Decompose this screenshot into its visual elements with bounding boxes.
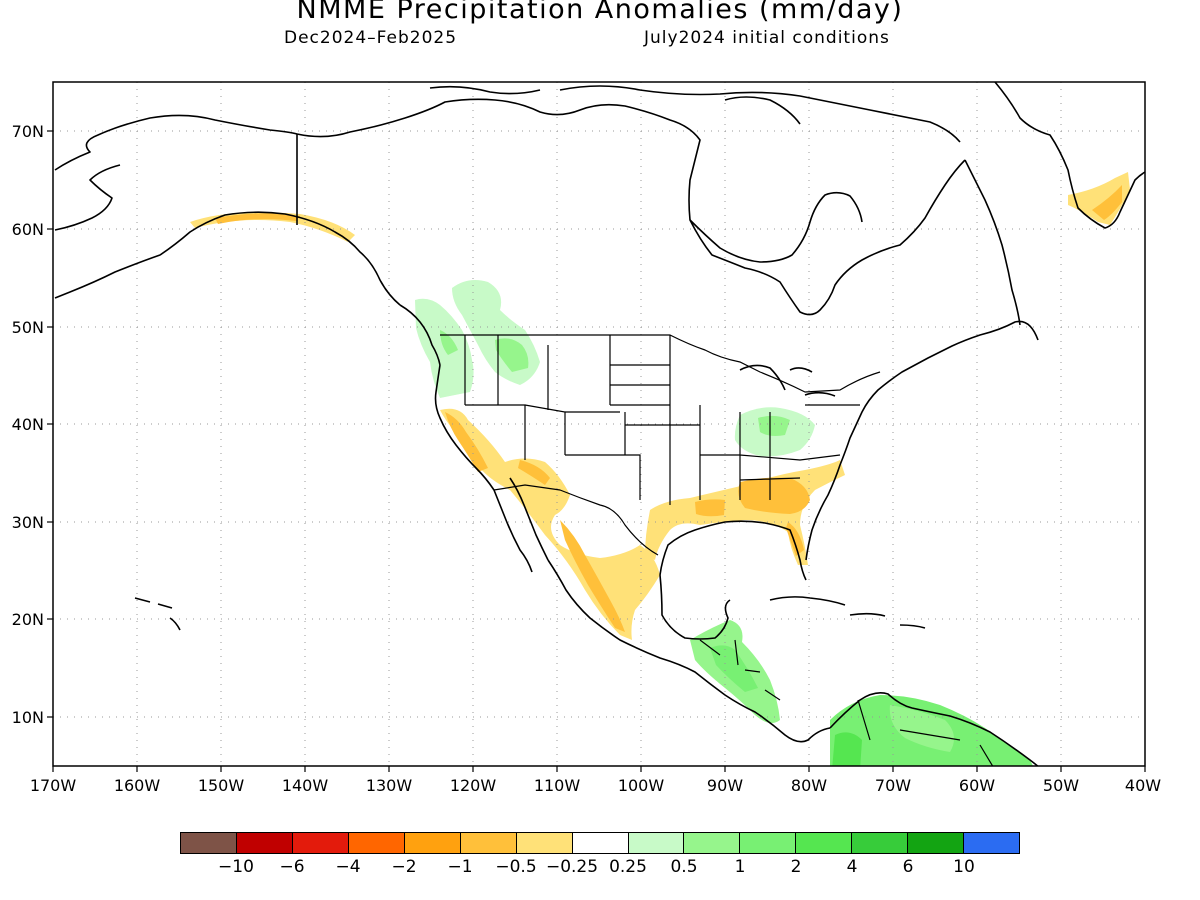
colorbar-label: −0.5: [495, 857, 537, 877]
latitude-labels: 70N 60N 50N 40N 30N 20N 10N: [12, 122, 44, 727]
ohio-valley-wet-core: [758, 415, 790, 436]
coastlines: [54, 82, 1145, 766]
colorbar-cell: [460, 833, 517, 853]
lon-label: 160W: [114, 776, 161, 795]
colorbar-cell: [852, 833, 909, 853]
colorbar-cell: [796, 833, 853, 853]
lon-label: 90W: [707, 776, 743, 795]
canada-pacific-coast: [399, 304, 441, 366]
lat-label: 60N: [12, 220, 44, 239]
colorbar-cell: [908, 833, 965, 853]
lon-label: 170W: [30, 776, 77, 795]
colorbar-cell: [292, 833, 349, 853]
greenland-dry: [1068, 172, 1130, 225]
colorbar-cell: [181, 833, 237, 853]
mexico-pacific-coast: [547, 559, 831, 743]
south-america-coast: [829, 692, 1039, 766]
hawaii: [134, 597, 181, 631]
lat-label: 10N: [12, 708, 44, 727]
colorbar-cell: [628, 833, 685, 853]
colorbar-cell: [236, 833, 293, 853]
southeast-dry-core: [738, 477, 810, 514]
lat-label: 30N: [12, 513, 44, 532]
colorbar-label: −1: [447, 857, 473, 877]
lon-label: 150W: [198, 776, 245, 795]
greenland-coast: [994, 82, 1145, 229]
louisiana-dry-core: [695, 499, 725, 517]
colorbar-cell: [684, 833, 741, 853]
colorbar-label: −6: [279, 857, 305, 877]
political-boundaries: [440, 334, 994, 766]
colorbar-label: −0.25: [545, 857, 599, 877]
lon-label: 120W: [450, 776, 497, 795]
colorbar-cell: [516, 833, 573, 853]
baja-california: [493, 477, 549, 573]
lon-label: 70W: [875, 776, 911, 795]
colorbar-cell: [348, 833, 405, 853]
lon-label: 50W: [1043, 776, 1079, 795]
colorbar-label: 1: [734, 857, 746, 877]
central-america-wet-core: [710, 645, 758, 692]
northern-rockies-wet: [495, 338, 529, 372]
longitude-labels: 170W 160W 150W 140W 130W 120W 110W 100W …: [30, 776, 1161, 795]
caribbean-islands: [769, 596, 926, 629]
mexico-pacific-dry: [445, 412, 488, 472]
lon-label: 80W: [791, 776, 827, 795]
colorbar-label: 2: [790, 857, 802, 877]
graticule: [53, 82, 1145, 766]
colorbar-label: −10: [218, 857, 254, 877]
colorbar-label: 6: [902, 857, 914, 877]
colorbar-label: 10: [953, 857, 975, 877]
us-west-coast: [434, 364, 495, 491]
lon-label: 140W: [282, 776, 329, 795]
lon-label: 110W: [534, 776, 581, 795]
lon-label: 40W: [1125, 776, 1161, 795]
lat-label: 40N: [12, 415, 44, 434]
us-canada-border: [440, 334, 881, 393]
hudson-bay: [689, 191, 863, 263]
lon-label: 130W: [366, 776, 413, 795]
init-conditions-label: July2024 initial conditions: [644, 28, 890, 48]
california-southwest-dry: [440, 408, 660, 640]
gulf-of-mexico-coast: [659, 520, 807, 640]
arizona-dry: [518, 460, 550, 485]
us-mexico-border: [493, 484, 659, 556]
alaska-coast-dry: [215, 213, 300, 224]
colorbar-cell: [964, 833, 1020, 853]
lat-label: 70N: [12, 122, 44, 141]
colorbar-cell: [572, 833, 629, 853]
labrador-coast: [964, 159, 1021, 326]
colorbar: [180, 832, 1020, 854]
dry-anomaly-regions: [190, 172, 1130, 640]
colorbar-cell: [740, 833, 797, 853]
lon-label: 100W: [618, 776, 665, 795]
colorbar-label: 0.25: [609, 857, 647, 877]
season-label: Dec2024–Feb2025: [284, 28, 458, 48]
south-america-wet-core: [832, 732, 862, 766]
washington-coast-wet: [440, 330, 458, 355]
alaska-coastline: [54, 114, 401, 306]
mexico-central-america-borders: [699, 639, 994, 766]
lat-label: 50N: [12, 318, 44, 337]
colorbar-label: −2: [391, 857, 417, 877]
colorbar-label: 4: [846, 857, 858, 877]
gulf-coast-dry: [645, 460, 845, 565]
axis-ticks: [47, 130, 1146, 772]
colorbar-cell: [404, 833, 461, 853]
map-title: NMME Precipitation Anomalies (mm/day): [296, 0, 904, 25]
us-state-lines: [464, 335, 860, 505]
colorbar-label: 0.5: [670, 857, 698, 877]
lon-label: 60W: [959, 776, 995, 795]
greenland-dry-core: [1092, 185, 1122, 220]
south-america-wet-light: [889, 705, 954, 752]
mexico-sierra-dry: [560, 520, 625, 632]
arctic-islands: [429, 85, 961, 143]
colorbar-label: −4: [335, 857, 361, 877]
canada-arctic-coast: [296, 98, 966, 316]
us-east-coast: [805, 320, 1039, 561]
lat-label: 20N: [12, 610, 44, 629]
